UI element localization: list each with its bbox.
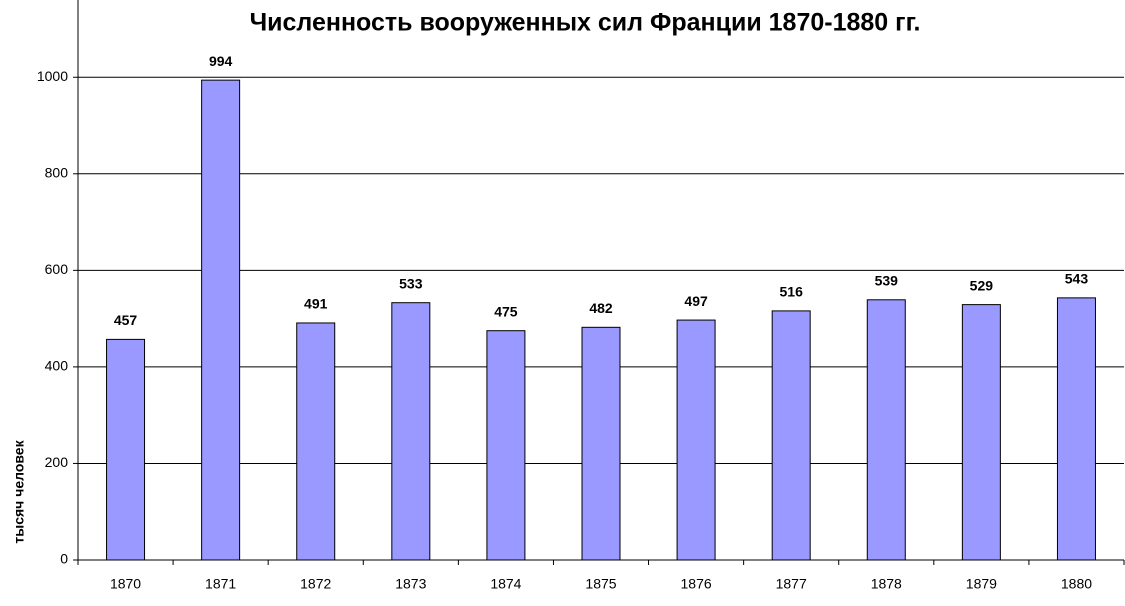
bar bbox=[106, 338, 146, 561]
bar bbox=[581, 326, 621, 561]
x-tick-label: 1879 bbox=[966, 576, 997, 592]
bar bbox=[676, 319, 716, 561]
value-label: 543 bbox=[1065, 271, 1089, 287]
x-tick-label: 1878 bbox=[871, 576, 902, 592]
value-label: 539 bbox=[875, 272, 899, 288]
x-tick-label: 1876 bbox=[681, 576, 712, 592]
x-tick-label: 1877 bbox=[776, 576, 807, 592]
value-label: 457 bbox=[114, 312, 138, 328]
value-label: 491 bbox=[304, 296, 328, 312]
bar bbox=[771, 310, 811, 561]
y-tick-label: 800 bbox=[45, 164, 69, 180]
y-tick-label: 0 bbox=[60, 551, 68, 567]
x-tick-label: 1873 bbox=[395, 576, 426, 592]
value-label: 533 bbox=[399, 275, 423, 291]
bar bbox=[866, 299, 906, 561]
x-tick-label: 1871 bbox=[205, 576, 236, 592]
value-label: 482 bbox=[589, 300, 613, 316]
y-tick-label: 1000 bbox=[37, 68, 68, 84]
x-tick-label: 1870 bbox=[110, 576, 141, 592]
y-tick-label: 600 bbox=[45, 261, 69, 277]
value-label: 516 bbox=[780, 284, 804, 300]
y-axis-label: тысяч человек bbox=[11, 439, 27, 543]
bar bbox=[296, 322, 336, 561]
x-tick-label: 1872 bbox=[300, 576, 331, 592]
value-label: 529 bbox=[970, 277, 994, 293]
value-label: 475 bbox=[494, 303, 518, 319]
bar bbox=[391, 302, 431, 561]
bar bbox=[961, 304, 1001, 561]
bar bbox=[201, 79, 241, 561]
chart-title: Численность вооруженных сил Франции 1870… bbox=[250, 9, 921, 37]
bar bbox=[1056, 297, 1096, 561]
bar bbox=[486, 330, 526, 561]
value-label: 994 bbox=[209, 53, 233, 69]
y-tick-label: 400 bbox=[45, 358, 69, 374]
value-label: 497 bbox=[684, 293, 708, 309]
x-tick-label: 1875 bbox=[585, 576, 616, 592]
x-tick-label: 1874 bbox=[490, 576, 521, 592]
y-tick-label: 200 bbox=[45, 454, 69, 470]
x-tick-label: 1880 bbox=[1061, 576, 1092, 592]
